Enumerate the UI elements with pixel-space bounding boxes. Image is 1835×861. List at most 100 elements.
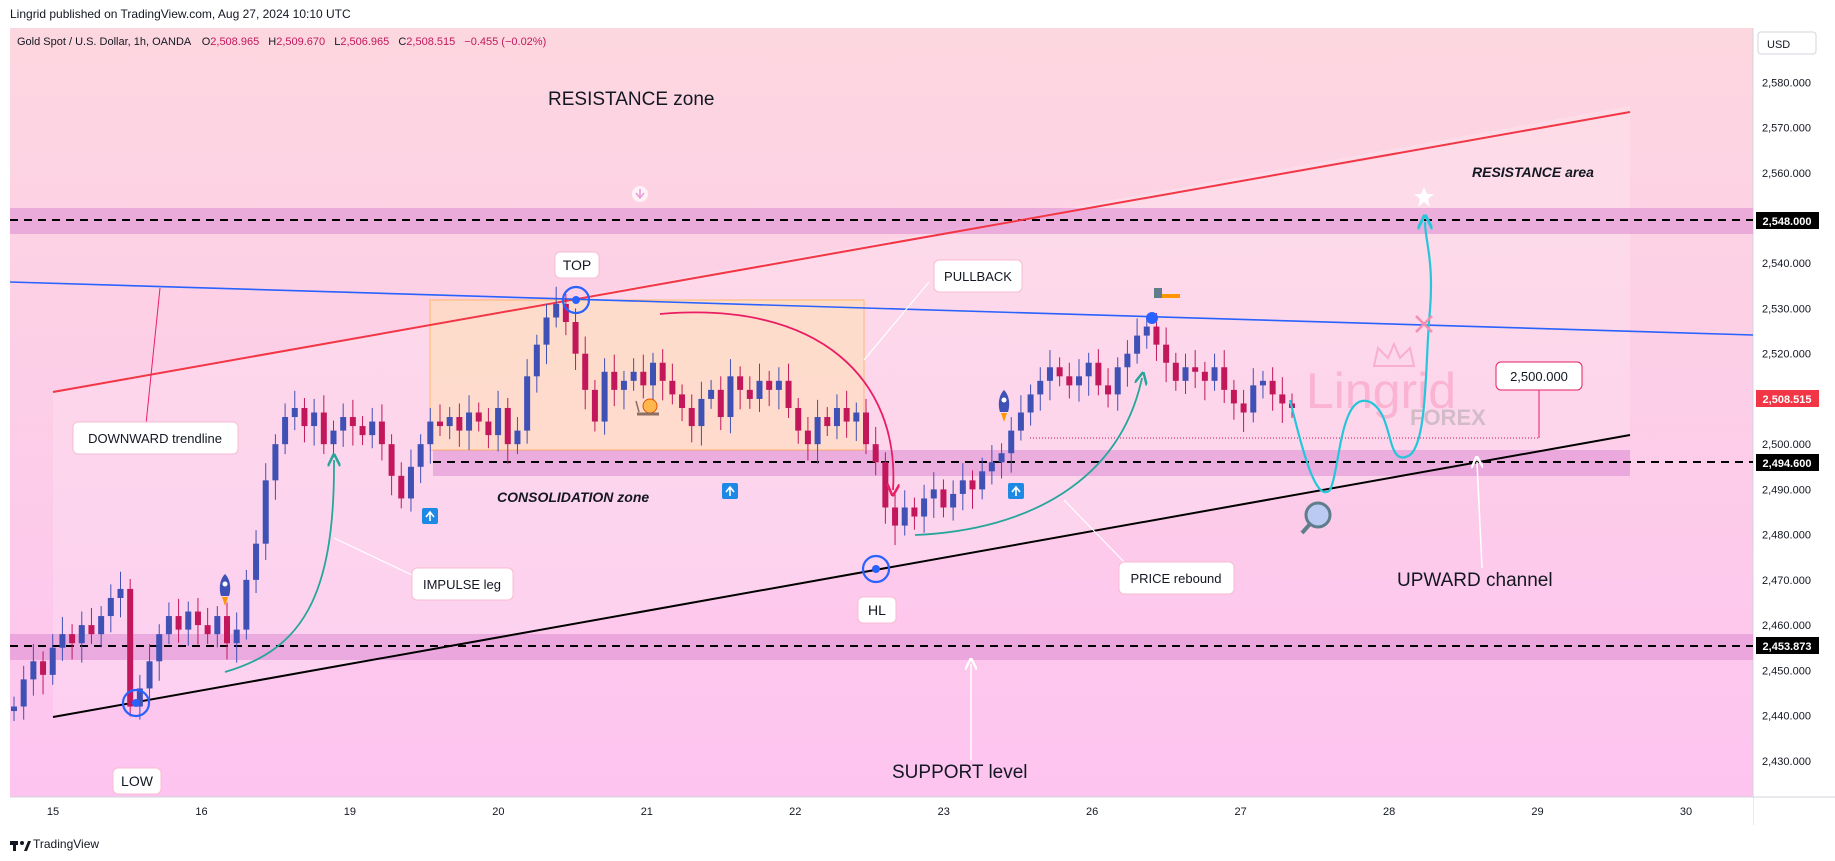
y-tick-label: 2,450.000 xyxy=(1762,665,1811,677)
resistance-trendline[interactable] xyxy=(52,111,1631,393)
candle-body xyxy=(950,493,957,508)
candle-body xyxy=(1114,367,1121,395)
x-tick-label: 20 xyxy=(492,806,504,818)
legend-symbol: Gold Spot / U.S. Dollar, 1h, OANDA xyxy=(17,36,192,48)
up-arrow-badge-1 xyxy=(422,508,438,524)
downward-trendline[interactable] xyxy=(9,281,1754,336)
candle-body xyxy=(1143,326,1150,336)
candle-body xyxy=(165,616,172,635)
low-circle[interactable] xyxy=(121,688,151,718)
impulse-pointer-line xyxy=(333,537,415,577)
candle-body xyxy=(766,380,773,390)
tradingview-logo-icon[interactable] xyxy=(10,841,31,851)
candle-body xyxy=(185,611,192,630)
candle-body xyxy=(795,407,802,431)
y-tick-label: 2,580.000 xyxy=(1762,77,1811,89)
x-tick-label: 22 xyxy=(789,806,801,818)
candle-body xyxy=(698,398,705,427)
y-tick-label: 2,530.000 xyxy=(1762,303,1811,315)
candle-body xyxy=(853,412,860,422)
resistance-area-title: RESISTANCE area xyxy=(1472,164,1594,180)
candle-body xyxy=(320,412,327,445)
candle-body xyxy=(407,466,414,499)
candle-body xyxy=(107,597,114,617)
candle-body xyxy=(475,412,482,422)
legend-l-value: 2,506.965 xyxy=(340,36,389,48)
candle-body xyxy=(1211,367,1218,381)
candle-body xyxy=(301,407,308,427)
impulse-arrow xyxy=(224,460,334,673)
low-label: LOW xyxy=(121,773,154,789)
candle-body xyxy=(659,362,666,381)
candle-body xyxy=(369,421,376,436)
support-trendline[interactable] xyxy=(52,434,1631,718)
candle-body xyxy=(863,412,869,445)
hl-dot xyxy=(872,565,880,573)
rebound-pointer-line xyxy=(1063,499,1129,567)
candle-body xyxy=(1046,367,1053,381)
candle-body xyxy=(388,444,395,476)
candle-body xyxy=(969,480,976,490)
candle-body xyxy=(650,362,656,386)
candle-body xyxy=(49,647,56,675)
candle-body xyxy=(756,380,763,399)
x-tick-label: 28 xyxy=(1383,806,1395,818)
candle-body xyxy=(1153,326,1160,345)
candle-body xyxy=(398,475,405,499)
mid-price-text: 2,494.600 xyxy=(1763,458,1812,470)
y-tick-label: 2,490.000 xyxy=(1762,484,1811,496)
legend-o-value: 2,508.965 xyxy=(210,36,259,48)
hl-circle[interactable] xyxy=(861,554,891,584)
candle-body xyxy=(243,579,250,630)
candle-body xyxy=(746,389,753,399)
upward-channel-title: UPWARD channel xyxy=(1397,570,1553,591)
currency-box[interactable] xyxy=(1757,31,1817,55)
candle-body xyxy=(282,417,289,445)
time-axis xyxy=(10,797,1753,825)
legend-l-label: L xyxy=(334,36,340,48)
downward-pointer-line xyxy=(145,287,161,425)
candle-body xyxy=(921,498,928,517)
candle-body xyxy=(20,679,27,707)
low-dot xyxy=(132,699,140,707)
candle-body xyxy=(882,462,889,508)
candle-body xyxy=(911,507,918,517)
candle-body xyxy=(88,625,95,635)
candle-body xyxy=(78,625,85,644)
candle-body xyxy=(233,629,240,644)
candle-body xyxy=(224,616,230,644)
support-price-text: 2,453.873 xyxy=(1763,641,1812,653)
candle-body xyxy=(1269,380,1276,395)
candle-body xyxy=(1105,385,1112,395)
rebound-label-box xyxy=(1118,561,1235,595)
candle-body xyxy=(1056,367,1063,377)
candle-body xyxy=(679,394,686,408)
candle-body xyxy=(901,507,908,526)
candle-body xyxy=(146,661,153,689)
candle-body xyxy=(940,489,947,508)
candle-body xyxy=(717,389,724,418)
candle-body xyxy=(998,453,1005,463)
downward-label: DOWNWARD trendline xyxy=(88,431,222,446)
y-tick-label: 2,430.000 xyxy=(1762,756,1811,768)
candle-body xyxy=(156,634,163,662)
y-tick-label: 2,480.000 xyxy=(1762,530,1811,542)
candle-body xyxy=(824,417,831,427)
top-circle[interactable] xyxy=(561,285,591,315)
candle-body xyxy=(175,616,182,630)
rocket-icon-2 xyxy=(998,390,1010,422)
x-tick-label: 15 xyxy=(47,806,59,818)
candle-body xyxy=(553,303,560,318)
candle-body xyxy=(1250,385,1257,413)
pullback-label: PULLBACK xyxy=(944,269,1012,284)
footer-brand[interactable]: TradingView xyxy=(33,837,99,851)
watermark-lingrid: Lingrid xyxy=(1306,363,1456,419)
candle-body xyxy=(311,412,318,427)
candle-body xyxy=(417,444,424,467)
candle-body xyxy=(1085,362,1092,377)
hl-label-box xyxy=(857,596,897,624)
x-tick-label: 23 xyxy=(938,806,950,818)
candle-body xyxy=(11,706,17,712)
candle-body xyxy=(466,412,473,431)
